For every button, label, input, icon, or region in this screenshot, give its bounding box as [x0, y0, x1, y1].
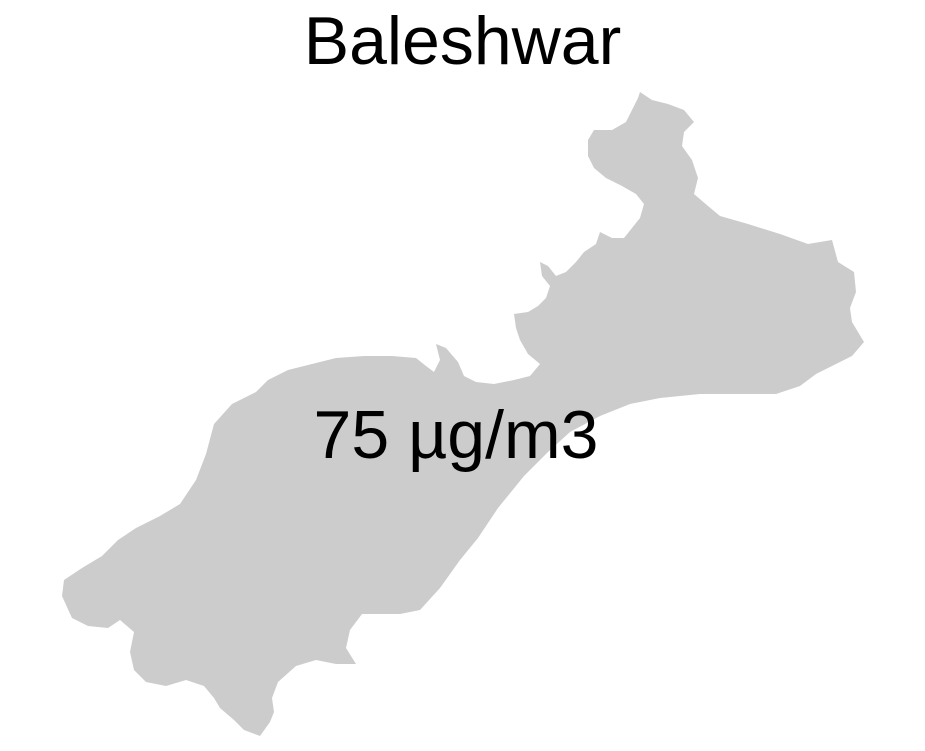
aqi-value-label: 75 µg/m3 — [313, 397, 599, 473]
map-title: Baleshwar — [303, 3, 622, 79]
district-shape-baleshwar — [62, 92, 864, 736]
